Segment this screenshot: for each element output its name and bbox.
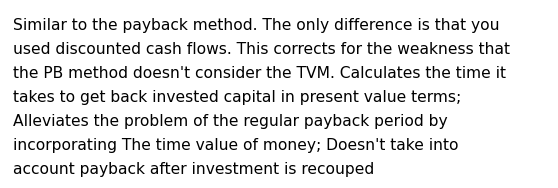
Text: the PB method doesn't consider the TVM. Calculates the time it: the PB method doesn't consider the TVM. … — [13, 66, 506, 81]
Text: incorporating The time value of money; Doesn't take into: incorporating The time value of money; D… — [13, 138, 459, 153]
Text: used discounted cash flows. This corrects for the weakness that: used discounted cash flows. This correct… — [13, 42, 510, 57]
Text: Similar to the payback method. The only difference is that you: Similar to the payback method. The only … — [13, 18, 499, 33]
Text: Alleviates the problem of the regular payback period by: Alleviates the problem of the regular pa… — [13, 114, 448, 129]
Text: takes to get back invested capital in present value terms;: takes to get back invested capital in pr… — [13, 90, 461, 105]
Text: account payback after investment is recouped: account payback after investment is reco… — [13, 162, 374, 177]
